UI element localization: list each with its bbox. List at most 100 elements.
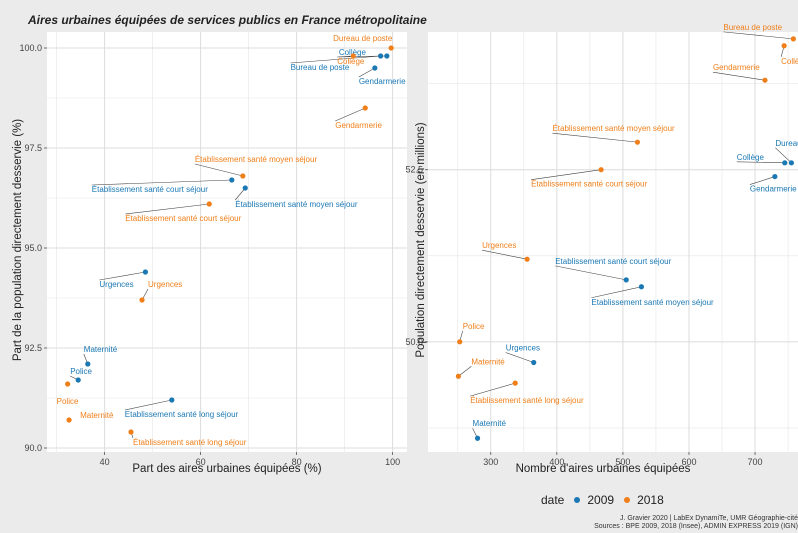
data-point: [634, 139, 641, 145]
data-label: Urgences: [99, 280, 133, 289]
y-tick-label: 97.5: [24, 143, 42, 153]
data-point: [455, 373, 461, 379]
chart-panel-2: 300 400 500 600 700 50.0 52.5 Nombre d'aires ur…: [405, 23, 798, 479]
data-label: Établissement santé long séjour: [133, 438, 247, 447]
legend-item-2018: 2018: [624, 493, 664, 507]
data-label: Police: [463, 322, 485, 331]
data-label: Établissement santé court séjour: [92, 185, 208, 194]
data-label: Police: [70, 367, 92, 376]
data-label: Etablissement santé moyen séjour: [591, 298, 714, 307]
label-leader: [99, 271, 146, 281]
x-tick-label: 80: [292, 457, 302, 467]
data-point: [206, 201, 212, 207]
label-leader: [749, 176, 775, 185]
label-leader: [194, 163, 243, 177]
data-label: Urgences: [148, 280, 182, 289]
data-label: Établissement santé moyen séjour: [552, 124, 675, 133]
credit-author: J. Gravier 2020 | LabEx DynamiTe, UMR Gé…: [619, 515, 798, 522]
data-point: [65, 381, 71, 387]
plot-background: [428, 32, 798, 452]
legend-label-2009: 2009: [587, 493, 615, 507]
x-tick-label: 500: [615, 457, 630, 467]
data-label: Établissement santé long séjour: [470, 396, 584, 405]
data-label: Bureau de poste: [291, 63, 350, 72]
label-leader: [458, 366, 472, 377]
x-tick-label: 400: [549, 457, 564, 467]
x-tick-label: 600: [681, 457, 696, 467]
label-leader: [124, 399, 172, 411]
data-layer: Dureau de poste Collège Gendarmerie Etablis…: [446, 23, 798, 479]
y-axis-title: Part de la population directement desser…: [12, 119, 24, 361]
label-leader: [505, 352, 534, 363]
data-point: [790, 36, 796, 42]
y-tick-label: 92.5: [24, 343, 42, 353]
data-label: Établissement santé moyen séjour: [235, 200, 358, 209]
label-leader: [723, 31, 794, 40]
legend-marker-2009: [574, 497, 581, 503]
data-point: [378, 53, 384, 59]
data-label: Police: [57, 397, 79, 406]
label-leader: [91, 179, 232, 186]
y-tick-label: 90.0: [24, 443, 42, 453]
plot-background: [47, 32, 407, 452]
label-leader: [712, 71, 766, 81]
data-point: [362, 105, 368, 111]
label-leader: [531, 169, 602, 181]
label-leader: [552, 132, 638, 143]
x-tick-label: 100: [385, 457, 400, 467]
data-label: Dureau de poste: [775, 139, 798, 148]
data-point: [128, 429, 134, 435]
label-leader: [446, 459, 466, 470]
data-label: Police: [446, 470, 468, 479]
label-leader: [482, 249, 528, 260]
data-label: Urgences: [506, 343, 540, 352]
legend-marker-2018: [624, 497, 631, 503]
label-leader: [337, 55, 354, 58]
data-point: [350, 53, 356, 59]
data-label: Bureau de poste: [723, 23, 782, 32]
label-leader: [736, 161, 785, 164]
data-label: Gendarmerie: [713, 63, 760, 72]
data-point: [623, 277, 629, 283]
x-tick-label: 300: [483, 457, 498, 467]
label-leader: [125, 203, 210, 215]
data-label: Collège: [781, 57, 798, 66]
credits: J. Gravier 2020 | LabEx DynamiTe, UMR Gé…: [594, 515, 798, 531]
data-point: [772, 173, 778, 180]
x-tick-label: 60: [196, 457, 206, 467]
data-label: Établissement santé court séjour: [531, 180, 647, 189]
data-point: [788, 160, 794, 166]
data-label: Dureau de poste: [333, 34, 393, 43]
data-point: [85, 361, 91, 367]
data-label: Collège: [737, 153, 765, 162]
credit-sources: Sources : BPE 2009, 2018 (Insee), ADMIN …: [594, 523, 798, 530]
label-leader: [470, 382, 516, 397]
legend-title: date: [541, 493, 565, 507]
data-point: [384, 53, 390, 59]
data-point: [388, 45, 394, 51]
data-point: [75, 377, 81, 383]
data-point: [463, 456, 468, 461]
data-label: Maternité: [84, 345, 118, 354]
data-point: [169, 397, 175, 403]
y-tick-label: 50.0: [405, 337, 423, 347]
data-point: [66, 417, 72, 423]
data-point: [781, 43, 787, 49]
data-label: Gendarmerie: [750, 185, 797, 194]
data-point: [457, 339, 463, 345]
data-point: [531, 359, 537, 366]
label-leader: [290, 55, 381, 64]
label-leader: [358, 67, 375, 78]
legend-item-2009: 2009: [574, 493, 614, 507]
label-leader: [591, 286, 642, 299]
y-tick-label: 52.5: [405, 165, 423, 175]
y-axis-title: Population directement desservie (en mil…: [415, 122, 427, 357]
label-leader: [775, 147, 792, 164]
legend-label-2018: 2018: [637, 493, 664, 507]
data-point: [229, 177, 235, 183]
data-label: Maternité: [80, 411, 114, 420]
label-leader: [335, 107, 366, 122]
data-label: Maternité: [471, 357, 505, 366]
data-point: [139, 297, 145, 303]
